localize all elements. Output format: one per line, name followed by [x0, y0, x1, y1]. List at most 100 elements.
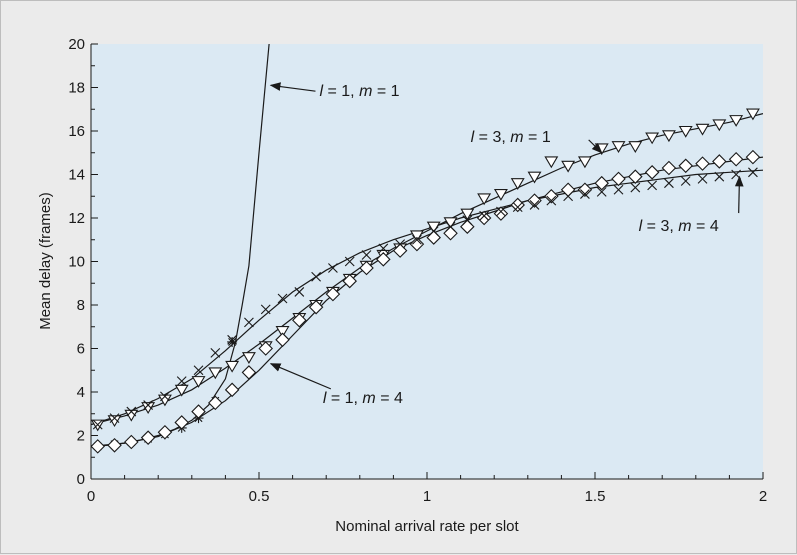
- y-tick-label: 16: [68, 123, 85, 140]
- data-point-l3m4: [580, 189, 590, 199]
- data-point-l3m1: [174, 384, 189, 397]
- data-point-l3m4: [193, 365, 204, 376]
- data-point-l1m4: [577, 182, 593, 198]
- markers-layer: [90, 108, 761, 454]
- y-tick-label: 12: [68, 210, 85, 227]
- data-point-l1m4: [594, 175, 609, 191]
- data-point-l3m1: [510, 178, 525, 190]
- data-point-l1m4: [157, 424, 173, 440]
- data-point-l3m4: [479, 210, 490, 221]
- data-point-l3m4: [630, 182, 641, 193]
- data-point-l3m4: [529, 200, 540, 210]
- data-point-l3m1: [645, 132, 660, 145]
- data-point-l1m4: [258, 341, 273, 356]
- data-point-l1m4: [712, 154, 727, 169]
- data-point-l3m1: [561, 160, 576, 173]
- data-point-l3m4: [277, 293, 288, 304]
- data-point-l3m4: [176, 376, 187, 387]
- data-point-l3m4: [748, 167, 758, 178]
- annotation-arrow-l3m4: [734, 175, 744, 214]
- data-point-l3m4: [462, 215, 473, 226]
- annotation-l1m4: l = 1, m = 4: [269, 363, 403, 407]
- data-point-l3m4: [596, 187, 607, 197]
- data-point-l1m4: [275, 332, 290, 348]
- data-point-l1m4: [476, 210, 492, 226]
- data-point-l1m4: [628, 169, 643, 184]
- data-point-l3m1: [191, 376, 206, 388]
- plot-area: [91, 44, 763, 479]
- data-point-l3m4: [613, 184, 624, 195]
- data-point-l3m4: [412, 234, 422, 245]
- curve-l3m4: [91, 169, 763, 426]
- x-tick-label: 2: [759, 488, 767, 505]
- data-point-l3m1: [124, 409, 139, 422]
- data-point-l3m4: [328, 263, 338, 273]
- data-point-l1m4: [191, 404, 206, 419]
- data-point-l1m4: [292, 312, 307, 328]
- data-point-l1m4: [544, 188, 559, 204]
- data-point-l1m4: [174, 415, 189, 430]
- data-point-l1m4: [409, 236, 425, 252]
- data-point-l3m1: [493, 189, 508, 201]
- data-point-l3m4: [378, 243, 389, 254]
- data-point-l3m1: [611, 141, 626, 154]
- data-point-l3m4: [109, 413, 120, 423]
- data-point-l3m1: [460, 208, 475, 221]
- data-point-l3m1: [477, 193, 492, 206]
- data-point-l1m4: [611, 171, 626, 187]
- data-point-l1m4: [376, 252, 391, 267]
- data-point-l3m1: [527, 171, 542, 184]
- data-point-l3m4: [496, 206, 506, 217]
- data-point-l3m4: [160, 391, 170, 402]
- data-point-l3m1: [241, 352, 256, 364]
- data-point-l1m4: [359, 260, 374, 276]
- data-point-l1m4: [342, 273, 357, 289]
- data-point-l3m4: [344, 256, 355, 267]
- data-point-l1m4: [224, 382, 240, 398]
- data-point-l1m4: [107, 438, 122, 453]
- data-point-l3m4: [664, 178, 674, 189]
- data-point-l3m1: [695, 123, 710, 136]
- x-tick-label: 1.5: [585, 488, 606, 505]
- data-point-l3m4: [244, 317, 254, 328]
- data-point-l3m1: [745, 108, 760, 121]
- x-axis-title: Nominal arrival rate per slot: [335, 518, 519, 535]
- y-tick-label: 20: [68, 36, 85, 53]
- data-point-l1m4: [90, 439, 105, 454]
- x-tick-label: 0.5: [249, 488, 270, 505]
- data-point-l3m1: [628, 141, 643, 154]
- data-point-l3m1: [729, 115, 744, 127]
- data-point-l3m1: [157, 394, 172, 407]
- y-tick-label: 8: [77, 297, 85, 314]
- data-point-l1m4: [728, 151, 744, 167]
- annotation-l1m1: l = 1, m = 1: [269, 82, 400, 100]
- y-tick-label: 18: [68, 80, 85, 97]
- annotation-arrow-l1m1: [269, 82, 316, 92]
- x-tick-label: 0: [87, 488, 95, 505]
- data-point-l1m4: [678, 158, 693, 174]
- y-tick-label: 2: [77, 428, 85, 445]
- annotation-l3m1: l = 3, m = 1: [471, 129, 603, 154]
- data-point-l3m1: [577, 156, 592, 169]
- data-point-l3m1: [678, 125, 693, 138]
- data-point-l3m4: [143, 400, 154, 410]
- y-tick-label: 6: [77, 341, 85, 358]
- data-point-l3m4: [361, 250, 372, 260]
- annotation-arrow-l3m1: [588, 139, 603, 154]
- data-point-l1m4: [644, 165, 660, 180]
- data-point-l3m4: [714, 171, 725, 182]
- annotation-l3m4: l = 3, m = 4: [639, 175, 744, 235]
- data-point-l1m4: [527, 193, 542, 208]
- y-tick-label: 14: [68, 167, 85, 184]
- data-point-l3m4: [697, 173, 708, 184]
- data-point-l3m1: [712, 119, 727, 132]
- data-point-l3m4: [227, 334, 238, 345]
- data-point-l3m4: [563, 191, 574, 202]
- data-point-l1m4: [308, 299, 324, 315]
- data-point-l1m4: [140, 430, 156, 445]
- y-tick-label: 4: [77, 384, 85, 401]
- annotations-layer: l = 1, m = 1 l = 3, m = 1 l = 1, m = 4 l = …: [269, 82, 744, 407]
- y-tick-label: 0: [77, 471, 85, 488]
